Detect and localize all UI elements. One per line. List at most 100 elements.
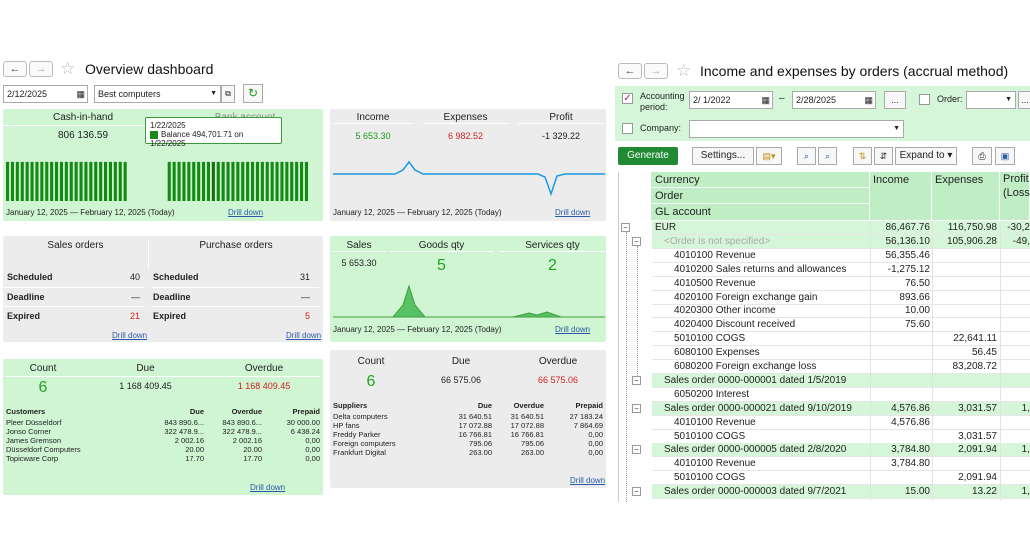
accounting-period-checkbox[interactable]: ✓ — [622, 93, 633, 104]
collapse-group-icon[interactable]: − — [632, 445, 641, 455]
print-icon[interactable]: ⎙ — [972, 147, 992, 165]
gl-account-row[interactable]: 4010100 Revenue 4,576.86 — [652, 416, 1030, 430]
gl-account-row[interactable]: 4020100 Foreign exchange gain 893.66 — [652, 291, 1030, 305]
search-icon[interactable]: ⌕ — [797, 147, 816, 165]
cash-bar — [15, 161, 19, 201]
company-select[interactable]: Best computers ▼ — [94, 85, 221, 103]
cash-bar — [275, 161, 279, 201]
table-row[interactable]: Pleer Düsseldorf 843 890.6... 843 890.6...… — [4, 418, 322, 427]
forward-button[interactable]: → — [644, 63, 668, 79]
order-row[interactable]: <Order is not specified> 56,136.10 105,906… — [652, 234, 1030, 249]
gl-account-row[interactable]: 4010100 Revenue 56,355.46 — [652, 249, 1030, 263]
calendar-icon[interactable]: ▦ — [76, 89, 85, 99]
table-row[interactable]: Düsseldorf Computers 20.00 20.00 0,00 — [4, 445, 322, 454]
date-field[interactable]: 2/12/2025 ▦ — [3, 85, 88, 103]
calendar-icon[interactable]: ▦ — [864, 95, 873, 105]
forward-button[interactable]: → — [29, 61, 53, 77]
collapse-group-icon[interactable]: − — [632, 236, 641, 246]
row-label: <Order is not specified> — [664, 235, 771, 247]
company-checkbox[interactable] — [622, 123, 633, 134]
table-row[interactable]: Frankfurt Digital 263.00 263.00 0,00 — [331, 448, 605, 457]
gl-account-row[interactable]: 6080200 Foreign exchange loss 83,208.72 — [652, 360, 1030, 374]
gl-account-row[interactable]: 6050200 Interest — [652, 388, 1030, 402]
cash-period: January 12, 2025 — February 12, 2025 (To… — [6, 208, 175, 217]
order-row[interactable]: Sales order 0000-000021 dated 9/10/2019 4… — [652, 401, 1030, 416]
income-value: 5 653.30 — [355, 131, 391, 141]
collapse-group-icon[interactable]: − — [632, 403, 641, 413]
date-from-field[interactable]: 2/ 1/2022 ▦ — [689, 91, 773, 109]
row-label: Sales order 0000-000021 dated 9/10/2019 — [664, 402, 852, 414]
order-header: Order — [652, 188, 870, 204]
order-field[interactable]: ▼ — [966, 91, 1016, 109]
order-row[interactable]: Sales order 0000-000003 dated 9/7/2021 15… — [652, 485, 1030, 500]
row-label: 4020300 Other income — [674, 305, 776, 317]
purchase-orders-drill-down-link[interactable]: Drill down — [286, 331, 322, 340]
chevron-down-icon[interactable]: ▼ — [893, 125, 900, 132]
open-icon[interactable]: ⧉ — [221, 85, 235, 103]
row-label: 6080100 Expenses — [674, 347, 760, 359]
order-checkbox[interactable] — [919, 94, 930, 105]
table-row[interactable]: Freddy Parker 16 766.81 16 766.81 0,00 — [331, 430, 605, 439]
table-row[interactable]: Jonso Corner 322 478.9... 322 478.9... 6 43… — [4, 427, 322, 436]
refresh-icon[interactable]: ↻ — [243, 84, 263, 103]
sales-drill-down-link[interactable]: Drill down — [555, 325, 591, 334]
payables-drill-down-link[interactable]: Drill down — [570, 476, 606, 485]
company-field[interactable]: ▼ — [689, 120, 904, 138]
order-select-button[interactable]: ... — [1018, 91, 1030, 109]
income-col-header: Income — [870, 172, 932, 220]
gl-account-row[interactable]: 5010100 COGS 22,641.11 — [652, 332, 1030, 347]
currency-header: Currency — [652, 172, 870, 188]
chevron-down-icon[interactable]: ▼ — [1005, 96, 1012, 103]
collapse-group-icon[interactable]: − — [621, 223, 630, 232]
sales-orders-drill-down-link[interactable]: Drill down — [112, 331, 148, 340]
expand-icon[interactable]: ⇵ — [874, 147, 893, 165]
collapse-icon[interactable]: ⇅ — [853, 147, 872, 165]
row-label: 4010100 Revenue — [674, 249, 756, 261]
gl-account-row[interactable]: 4010500 Revenue 76.50 — [652, 277, 1030, 291]
gl-account-row[interactable]: 4010100 Revenue 3,784.80 — [652, 457, 1030, 472]
gl-account-row[interactable]: 6080100 Expenses 56.45 — [652, 346, 1030, 361]
table-row[interactable]: Foreign computers 795.06 795.06 0,00 — [331, 439, 605, 448]
receivables-drill-down-link[interactable]: Drill down — [250, 483, 286, 492]
table-cell: 20.00 — [185, 445, 204, 454]
gl-account-row[interactable]: 5010100 COGS 3,031.57 — [652, 430, 1030, 444]
currency-row[interactable]: EUR 86,467.76 116,750.98 -30,2 — [652, 221, 1030, 235]
gl-account-row[interactable]: 5010100 COGS 2,091.94 — [652, 471, 1030, 486]
row-label: Sales order 0000-000001 dated 1/5/2019 — [664, 374, 847, 386]
cash-bar — [94, 161, 98, 201]
table-row[interactable]: Delta computers 31 640.51 31 640.51 27 183.… — [331, 412, 605, 421]
preview-icon[interactable]: ▣ — [995, 147, 1015, 165]
table-cell: 27 183.24 — [569, 412, 603, 421]
back-button[interactable]: ← — [618, 63, 642, 79]
gl-account-row[interactable]: 4020400 Discount received 75.60 — [652, 318, 1030, 333]
expand-to-label: Expand to — [899, 150, 945, 161]
search-next-icon[interactable]: ⌕ — [818, 147, 837, 165]
order-row[interactable]: Sales order 0000-000005 dated 2/8/2020 3,… — [652, 443, 1030, 458]
favorite-star-icon[interactable]: ☆ — [676, 61, 692, 80]
date-to-field[interactable]: 2/28/2025 ▦ — [792, 91, 876, 109]
settings-button[interactable]: Settings... — [692, 147, 754, 165]
cash-bar — [251, 161, 255, 201]
calendar-icon[interactable]: ▦ — [761, 95, 770, 105]
variant-icon[interactable]: ▤▾ — [756, 147, 782, 165]
chevron-down-icon[interactable]: ▼ — [210, 90, 217, 97]
collapse-group-icon[interactable]: − — [632, 375, 641, 385]
cash-drill-down-link[interactable]: Drill down — [228, 208, 264, 217]
table-row[interactable]: James Gremson 2 002.16 2 002.16 0,00 — [4, 436, 322, 445]
back-button[interactable]: ← — [3, 61, 27, 77]
collapse-group-icon[interactable]: − — [632, 487, 641, 497]
generate-button[interactable]: Generate — [618, 147, 678, 165]
period-select-button[interactable]: ... — [884, 91, 906, 109]
iep-drill-down-link[interactable]: Drill down — [555, 208, 591, 217]
gl-account-row[interactable]: 4010200 Sales returns and allowances -1,2… — [652, 263, 1030, 277]
favorite-star-icon[interactable]: ☆ — [60, 59, 76, 78]
income-cell: 10.00 — [904, 305, 930, 317]
table-row[interactable]: Topicware Corp 17.70 17.70 0,00 — [4, 454, 322, 463]
sales-value: 5 653.30 — [341, 258, 377, 268]
column-divider — [932, 221, 933, 501]
table-row[interactable]: HP fans 17 072.88 17 072.88 7 864.69 — [331, 421, 605, 430]
order-row[interactable]: Sales order 0000-000001 dated 1/5/2019 — [652, 373, 1030, 388]
cash-bar — [35, 161, 39, 201]
gl-account-row[interactable]: 4020300 Other income 10.00 — [652, 304, 1030, 319]
expand-to-button[interactable]: Expand to ▾ — [895, 147, 957, 165]
